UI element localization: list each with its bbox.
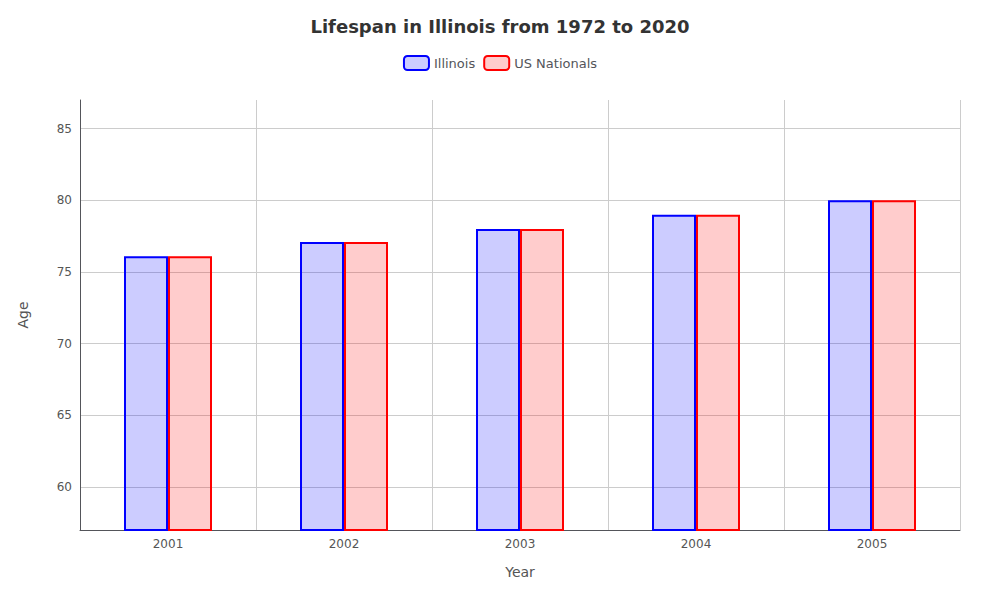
svg-text:2002: 2002 <box>329 537 360 551</box>
svg-text:60: 60 <box>57 480 72 494</box>
svg-text:Age: Age <box>15 301 31 328</box>
svg-text:85: 85 <box>57 122 72 136</box>
svg-text:2003: 2003 <box>505 537 536 551</box>
svg-text:75: 75 <box>57 265 72 279</box>
svg-text:2005: 2005 <box>857 537 888 551</box>
svg-text:65: 65 <box>57 408 72 422</box>
svg-text:Year: Year <box>504 564 535 580</box>
svg-text:Illinois: Illinois <box>434 56 475 71</box>
svg-text:70: 70 <box>57 337 72 351</box>
svg-text:80: 80 <box>57 193 72 207</box>
svg-text:Lifespan in Illinois from 1972: Lifespan in Illinois from 1972 to 2020 <box>310 16 689 37</box>
svg-text:2004: 2004 <box>681 537 712 551</box>
svg-text:US Nationals: US Nationals <box>514 56 597 71</box>
svg-text:2001: 2001 <box>153 537 184 551</box>
